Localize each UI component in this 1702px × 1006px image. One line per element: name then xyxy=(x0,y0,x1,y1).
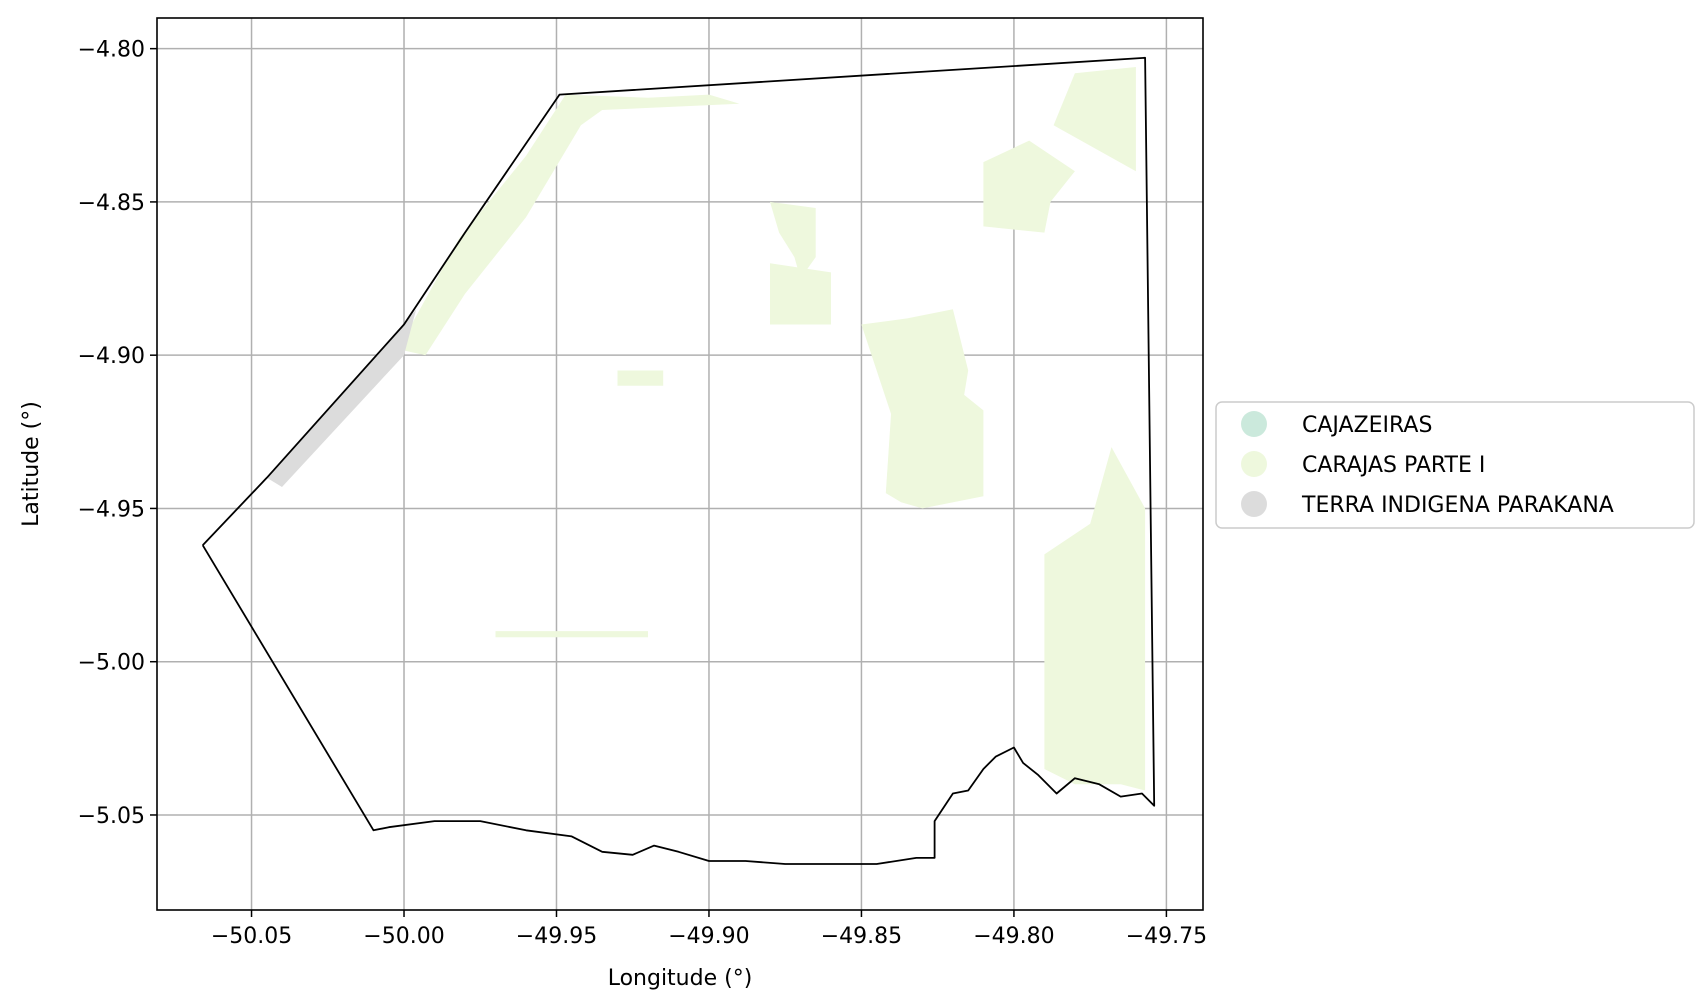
legend-marker xyxy=(1241,491,1267,517)
legend-label: CARAJAS PARTE I xyxy=(1302,453,1485,478)
municipality-boundary xyxy=(201,56,1156,865)
x-tick-label: −49.85 xyxy=(821,924,902,949)
region-carajas-parte-i xyxy=(397,94,740,356)
x-tick-label: −50.00 xyxy=(363,924,444,949)
y-tick-label: −5.00 xyxy=(78,651,145,676)
legend-marker xyxy=(1241,451,1267,477)
boundary-line xyxy=(201,56,1156,865)
axes-frame xyxy=(156,17,1204,911)
legend-frame xyxy=(1215,401,1695,529)
legend: CAJAZEIRAS CARAJAS PARTE I TERRA INDIGENA … xyxy=(1215,401,1695,529)
y-axis-ticks: −4.80 −4.85 −4.90 −4.95 −5.00 −5.05 xyxy=(78,38,157,829)
x-tick-label: −49.90 xyxy=(668,924,749,949)
y-tick-label: −5.05 xyxy=(78,804,145,829)
x-tick-label: −49.75 xyxy=(1126,924,1207,949)
plot-area xyxy=(156,17,1204,911)
y-tick-label: −4.90 xyxy=(78,344,145,369)
region-carajas-parte-i xyxy=(495,631,648,638)
region-carajas-parte-i xyxy=(770,263,831,325)
legend-items: CAJAZEIRAS CARAJAS PARTE I TERRA INDIGENA … xyxy=(1241,411,1614,518)
protected-areas xyxy=(266,67,1146,791)
y-tick-label: −4.80 xyxy=(78,38,145,63)
region-carajas-parte-i xyxy=(770,201,816,279)
x-axis-ticks: −50.05 −50.00 −49.95 −49.90 −49.85 −49.80 −49.… xyxy=(211,910,1207,949)
y-tick-label: −4.95 xyxy=(78,497,145,522)
y-axis-label: Latitude (°) xyxy=(19,401,44,527)
legend-label: TERRA INDIGENA PARAKANA xyxy=(1301,493,1614,518)
legend-label: CAJAZEIRAS xyxy=(1302,413,1432,438)
region-carajas-parte-i xyxy=(617,370,664,386)
region-carajas-parte-i xyxy=(983,140,1075,233)
x-tick-label: −49.95 xyxy=(516,924,597,949)
legend-marker xyxy=(1241,411,1267,437)
x-tick-label: −49.80 xyxy=(973,924,1054,949)
x-tick-label: −50.05 xyxy=(211,924,292,949)
region-carajas-parte-i xyxy=(1044,447,1146,791)
x-axis-label: Longitude (°) xyxy=(608,966,753,991)
region-carajas-parte-i xyxy=(885,385,984,509)
region-carajas-parte-i xyxy=(1053,67,1136,172)
y-tick-label: −4.85 xyxy=(78,191,145,216)
axes-background xyxy=(157,18,1203,910)
